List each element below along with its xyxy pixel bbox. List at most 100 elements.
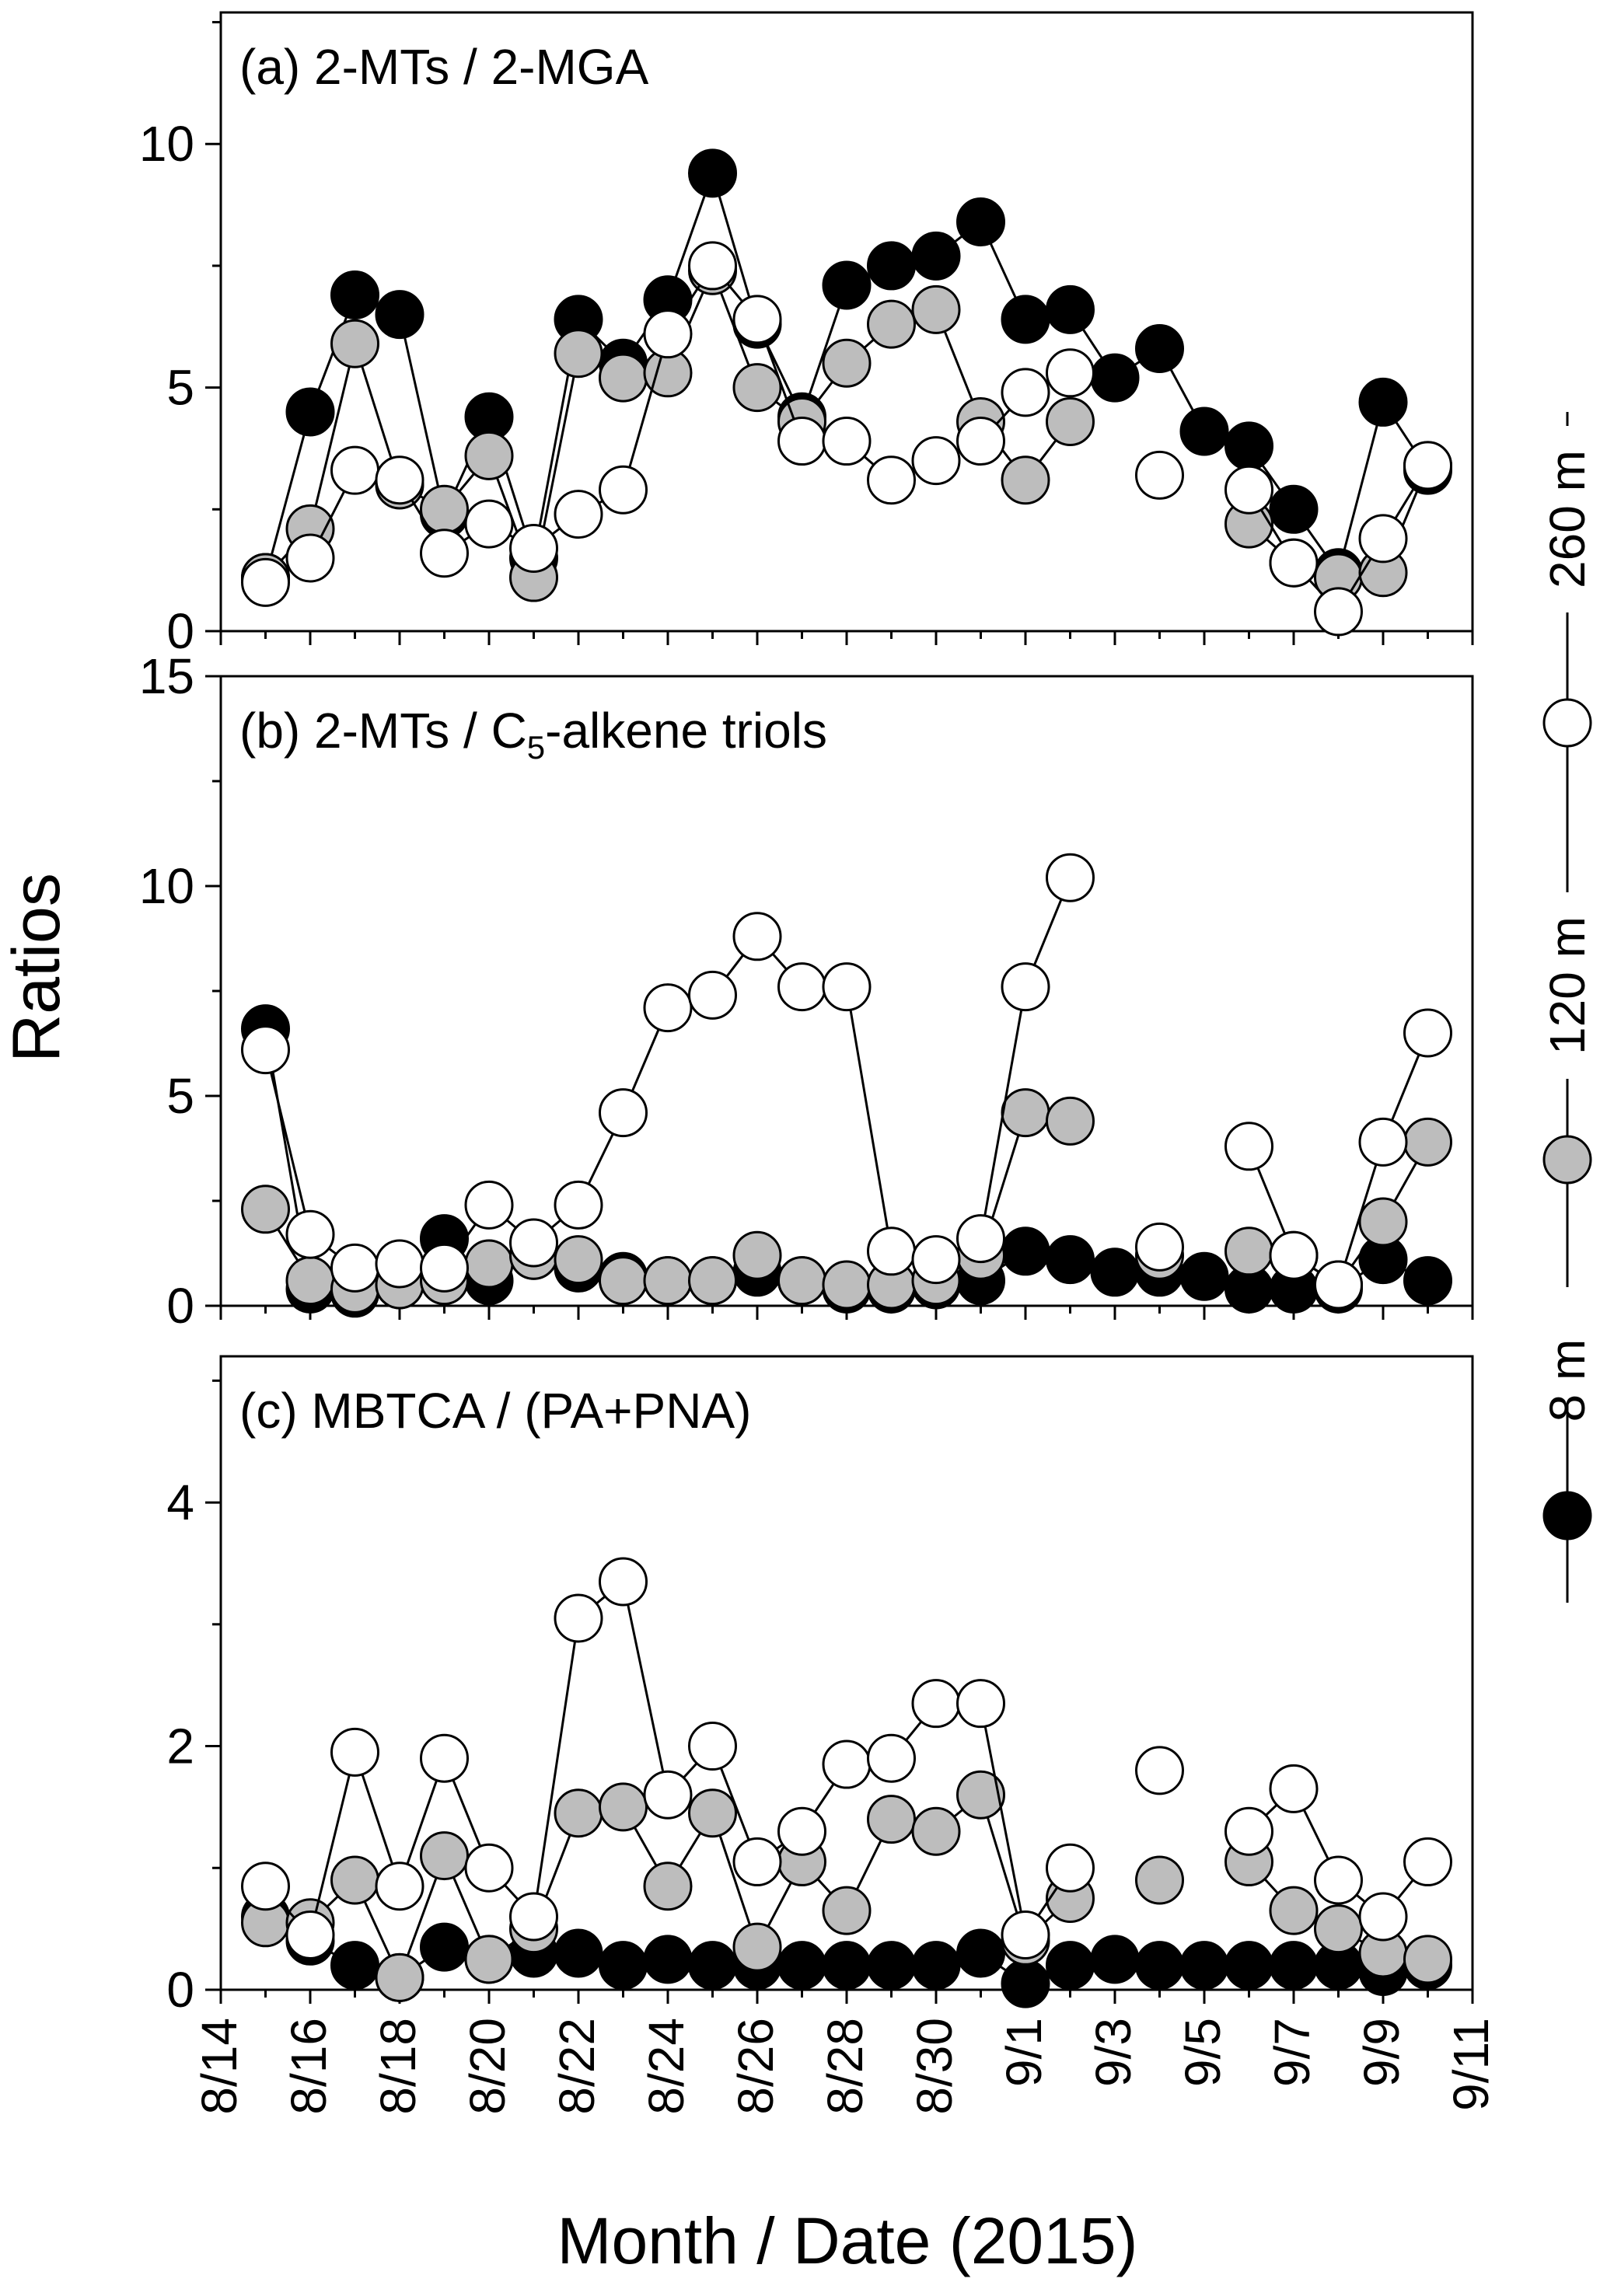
data-point [599, 1782, 648, 1832]
data-point [1090, 1247, 1140, 1297]
data-point [777, 1806, 826, 1856]
x-tick-label: 8/28 [817, 2018, 873, 2115]
data-point [1224, 1227, 1273, 1276]
data-point [1046, 396, 1095, 446]
panel-a: 0 5 10 (a) 2-MTs / 2-MGA [139, 11, 1474, 659]
legend-marker [1542, 1135, 1592, 1185]
x-axis-label: Month / Date (2015) [557, 2204, 1137, 2277]
series-line [1337, 1141, 1385, 1286]
data-point [509, 523, 558, 573]
y-tick-label: 5 [166, 1068, 194, 1124]
series-line [1337, 402, 1385, 574]
data-point [1314, 1904, 1363, 1954]
legend-marker [1542, 698, 1592, 748]
data-point [464, 1180, 514, 1230]
data-point [911, 231, 961, 281]
data-point [688, 1256, 737, 1306]
x-tick-label: 9/7 [1264, 2018, 1320, 2087]
data-point [285, 1209, 335, 1259]
series-line [533, 1617, 580, 1917]
legend-label: 8 m [1539, 1339, 1595, 1422]
data-point [643, 1770, 693, 1820]
data-point [1001, 962, 1050, 1012]
data-point [330, 1941, 379, 1991]
data-point [1135, 1222, 1184, 1272]
data-point [822, 1886, 872, 1935]
data-point [867, 1795, 916, 1844]
data-point [420, 1243, 469, 1293]
data-point [1046, 1843, 1095, 1893]
data-point [1358, 1117, 1408, 1167]
data-point [732, 1230, 782, 1280]
data-point [1046, 348, 1095, 398]
x-tick-label: 8/14 [191, 2018, 247, 2115]
data-point [822, 338, 872, 388]
legend-gap [1541, 892, 1594, 1079]
data-point [688, 970, 737, 1020]
y-tick-label: 15 [139, 648, 194, 704]
panel-c: 0 2 4 (c) MBTCA / (PA+PNA) 8/14 8/16 8/18 8/20 8… [166, 1355, 1499, 2115]
legend-label: 260 m [1539, 450, 1595, 588]
y-axis-label: Ratios [0, 873, 74, 1063]
data-point [599, 1941, 648, 1991]
data-point [822, 1260, 872, 1310]
series-line [398, 314, 445, 515]
data-point [464, 1239, 514, 1289]
data-point [1403, 1837, 1452, 1886]
data-point [1224, 1941, 1273, 1991]
data-point [1001, 1910, 1050, 1959]
data-point [956, 1928, 1005, 1978]
data-point [375, 1862, 424, 1911]
legend-marker [1542, 1491, 1592, 1541]
data-point [241, 1862, 290, 1911]
data-point [1001, 1088, 1050, 1138]
x-tick-label: 8/20 [459, 2018, 515, 2115]
data-point [911, 1941, 961, 1991]
data-point [599, 1256, 648, 1306]
title-subscript: 5 [527, 729, 545, 766]
panels: 0 5 10 (a) 2-MTs / 2-MGA 0 5 10 15 (b) 2-MTs / C… [139, 11, 1499, 2115]
data-point [420, 1733, 469, 1783]
data-point [241, 1025, 290, 1075]
data-point [1358, 1197, 1408, 1247]
data-point [1269, 538, 1319, 588]
data-point [1269, 484, 1319, 534]
x-tick-label: 8/16 [281, 2018, 337, 2115]
data-point [822, 962, 872, 1012]
data-point [330, 445, 379, 495]
data-point [509, 1892, 558, 1942]
data-point [375, 290, 424, 340]
data-point [1403, 1935, 1452, 1984]
data-point [464, 1935, 514, 1984]
y-tick-label: 4 [166, 1474, 194, 1530]
x-tick-label: 9/11 [1443, 2018, 1499, 2111]
series-line [309, 343, 356, 529]
x-tick-label: 9/5 [1175, 2018, 1231, 2087]
data-point [1403, 1256, 1452, 1306]
data-point [375, 1952, 424, 2002]
x-tick-label: 9/9 [1354, 2018, 1410, 2087]
y-tick-label: 0 [166, 1278, 194, 1334]
data-point [554, 1593, 603, 1643]
panel-title: (b) 2-MTs / C5-alkene triols [239, 703, 827, 766]
series-line [980, 986, 1027, 1239]
data-point [777, 1941, 826, 1991]
x-tick-label: 8/30 [907, 2018, 962, 2115]
data-point [599, 1557, 648, 1607]
y-tick-label: 0 [166, 603, 194, 659]
data-point [732, 295, 782, 344]
data-point [1403, 1117, 1452, 1167]
data-point [1269, 1230, 1319, 1280]
data-point [777, 417, 826, 466]
data-point [688, 1941, 737, 1991]
x-tick-label: 8/26 [728, 2018, 784, 2115]
data-point [911, 1679, 961, 1729]
data-point [867, 241, 916, 291]
data-point [822, 1739, 872, 1789]
data-point [285, 533, 335, 583]
data-point [911, 284, 961, 334]
data-point [777, 1256, 826, 1306]
data-point [1090, 1935, 1140, 1984]
data-point [1179, 1251, 1229, 1301]
data-point [1224, 1806, 1273, 1856]
